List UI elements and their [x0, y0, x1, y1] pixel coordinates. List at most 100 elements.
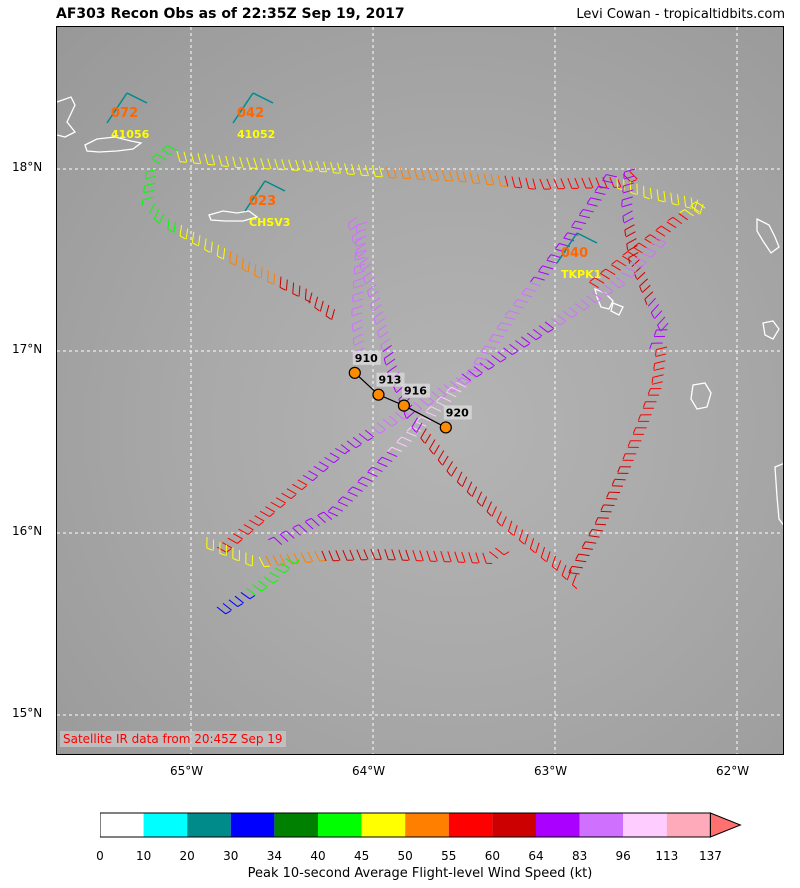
- wind-barb: [216, 244, 220, 256]
- wind-barb: [461, 373, 472, 381]
- wind-barb: [353, 284, 365, 289]
- wind-barb: [626, 267, 637, 273]
- wind-barb-flag: [391, 422, 398, 427]
- wind-barb-flag: [611, 259, 618, 265]
- lat-label-17: 17°N: [12, 342, 43, 356]
- wind-barb: [477, 357, 489, 361]
- wind-barb: [503, 347, 513, 355]
- coastline: [84, 136, 143, 153]
- station-value: 040: [561, 246, 588, 261]
- wind-barb-flag: [571, 220, 576, 227]
- wind-barb: [317, 514, 326, 524]
- station-wind-barb-flag: [264, 180, 286, 192]
- wind-barb: [302, 474, 313, 482]
- coastline: [774, 463, 783, 526]
- wind-barb: [149, 203, 155, 214]
- wind-barb-flag: [328, 506, 334, 512]
- wind-barb: [575, 220, 587, 225]
- wind-barb: [623, 217, 634, 224]
- wind-barb-flag: [551, 565, 558, 571]
- wind-barb: [197, 152, 202, 164]
- wind-barb: [663, 190, 666, 203]
- wind-barb: [243, 524, 254, 531]
- station-id: 41052: [237, 128, 275, 141]
- wind-barb: [621, 255, 632, 263]
- wind-barb-flag: [575, 553, 580, 560]
- wind-barb: [300, 552, 307, 563]
- wind-barb-flag: [325, 315, 332, 320]
- station-id: 41056: [111, 128, 150, 141]
- wind-barb: [598, 288, 608, 296]
- wind-barb: [509, 343, 519, 352]
- wind-barb: [594, 523, 607, 526]
- wind-barb: [279, 533, 289, 542]
- wind-barb: [352, 319, 363, 325]
- wind-barb: [364, 429, 375, 438]
- wind-barb-flag: [496, 521, 502, 527]
- wind-barb: [328, 550, 334, 561]
- wind-barb-flag: [226, 548, 232, 553]
- wind-barb: [353, 333, 364, 339]
- wind-barb-flag: [263, 565, 271, 568]
- wind-barb: [295, 159, 300, 171]
- wind-barb: [355, 242, 367, 247]
- wind-barb-flag: [179, 161, 186, 163]
- wind-barb-flag: [219, 552, 226, 556]
- wind-barb: [448, 170, 454, 182]
- wind-barb-flag: [637, 414, 642, 421]
- wind-barb: [254, 264, 257, 276]
- wind-barb-flag: [383, 358, 387, 365]
- wind-barb: [232, 156, 237, 168]
- wind-barb: [449, 380, 459, 389]
- wind-barb: [666, 221, 677, 229]
- wind-barb: [239, 156, 244, 168]
- station-value: 023: [249, 194, 276, 209]
- wind-barb-flag: [151, 153, 157, 159]
- wind-barb: [497, 351, 507, 359]
- wind-barb: [413, 401, 423, 410]
- wind-barb-flag: [606, 491, 610, 498]
- colorbar-tick-label: 113: [655, 849, 679, 863]
- wind-barb: [544, 321, 555, 330]
- colorbar-segment: [361, 813, 406, 837]
- wind-barb: [655, 229, 666, 237]
- wind-barb: [367, 283, 377, 292]
- wind-barb: [254, 515, 265, 522]
- wind-barb: [540, 546, 546, 558]
- wind-barb-flag: [268, 536, 274, 541]
- wind-barb-flag: [618, 284, 625, 289]
- wind-barb: [253, 157, 258, 169]
- wind-barb: [406, 431, 417, 437]
- recon-map: 910 913 916 920 072 41056 042 41052 023 CHSV3 040 T…: [56, 26, 784, 755]
- wind-barb: [234, 595, 244, 604]
- wind-barb-flag: [630, 191, 637, 195]
- wind-barb-flag: [301, 485, 307, 491]
- wind-barb-flag: [540, 557, 547, 562]
- wind-barb: [571, 565, 583, 569]
- wind-barb: [153, 208, 160, 219]
- colorbar-tick-label: 83: [571, 849, 588, 863]
- wind-barb: [352, 298, 364, 303]
- wind-barb: [385, 166, 390, 178]
- wind-barb: [388, 415, 398, 424]
- wind-barb-flag: [367, 437, 374, 441]
- wind-barb-flag: [472, 182, 480, 185]
- wind-barb: [621, 203, 633, 208]
- wind-barb: [490, 174, 495, 186]
- wind-barb: [363, 270, 373, 278]
- wind-barb: [222, 542, 233, 549]
- coastline: [756, 217, 780, 254]
- wind-barb-flag: [512, 351, 518, 356]
- wind-barb-flag: [167, 228, 174, 233]
- wind-barb: [273, 536, 283, 545]
- wind-barb: [627, 251, 638, 258]
- wind-barb-flag: [602, 174, 607, 180]
- wind-barb-flag: [436, 396, 442, 402]
- wind-barb: [247, 261, 251, 273]
- wind-barb-flag: [555, 243, 560, 249]
- wind-barb-flag: [229, 261, 236, 266]
- colorbar-segment: [623, 813, 667, 837]
- center-fix-pressure: 916: [404, 385, 427, 398]
- wind-barb: [396, 441, 407, 447]
- wind-barb: [222, 248, 226, 260]
